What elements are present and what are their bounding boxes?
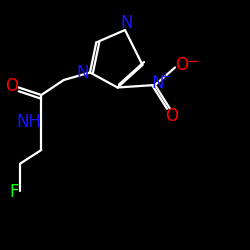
Text: +: + [160, 70, 170, 83]
Text: N: N [76, 64, 89, 82]
Text: O: O [165, 107, 178, 125]
Text: F: F [10, 183, 19, 201]
Text: N: N [121, 14, 133, 32]
Text: −: − [186, 54, 199, 70]
Text: O: O [176, 56, 188, 74]
Text: NH: NH [17, 113, 42, 131]
Text: N: N [151, 74, 164, 92]
Text: O: O [5, 77, 18, 95]
